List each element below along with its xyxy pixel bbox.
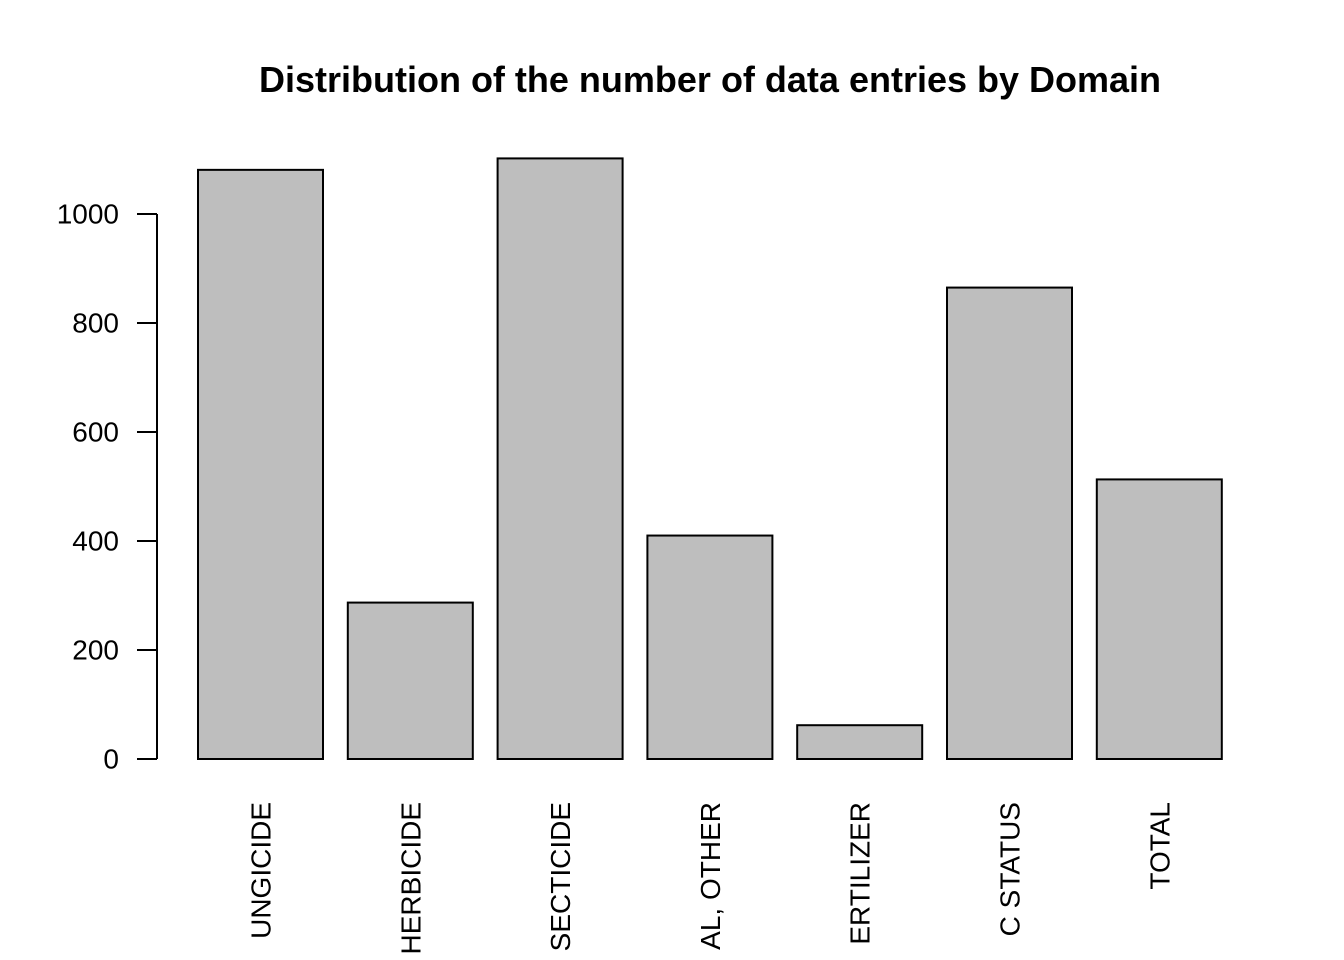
y-tick-label: 1000 xyxy=(57,199,119,230)
chart-title: Distribution of the number of data entri… xyxy=(259,59,1161,100)
y-tick-label: 0 xyxy=(103,744,119,775)
category-label: AL, OTHER xyxy=(695,802,726,950)
bar xyxy=(946,286,1073,760)
bar xyxy=(796,724,924,761)
category-label: HERBICIDE xyxy=(395,802,426,954)
category-labels: UNGICIDE HERBICIDE SECTICIDE AL, OTHER ERTIL… xyxy=(246,802,1176,954)
category-label: SECTICIDE xyxy=(545,802,576,951)
bar xyxy=(197,168,324,761)
bar xyxy=(346,601,474,761)
y-tick-label: 800 xyxy=(72,308,119,339)
bar xyxy=(1095,478,1223,760)
y-tick-label: 400 xyxy=(72,526,119,557)
category-label: C STATUS xyxy=(995,802,1026,936)
bars-group xyxy=(197,157,1223,761)
category-label: ERTILIZER xyxy=(845,802,876,945)
bar xyxy=(646,534,774,760)
category-label: UNGICIDE xyxy=(246,802,277,939)
bar xyxy=(496,157,624,761)
y-tick-label: 200 xyxy=(72,635,119,666)
category-label: TOTAL xyxy=(1144,802,1175,890)
y-axis-ticks: 0 200 400 600 800 1000 xyxy=(57,199,157,775)
y-tick-label: 600 xyxy=(72,417,119,448)
